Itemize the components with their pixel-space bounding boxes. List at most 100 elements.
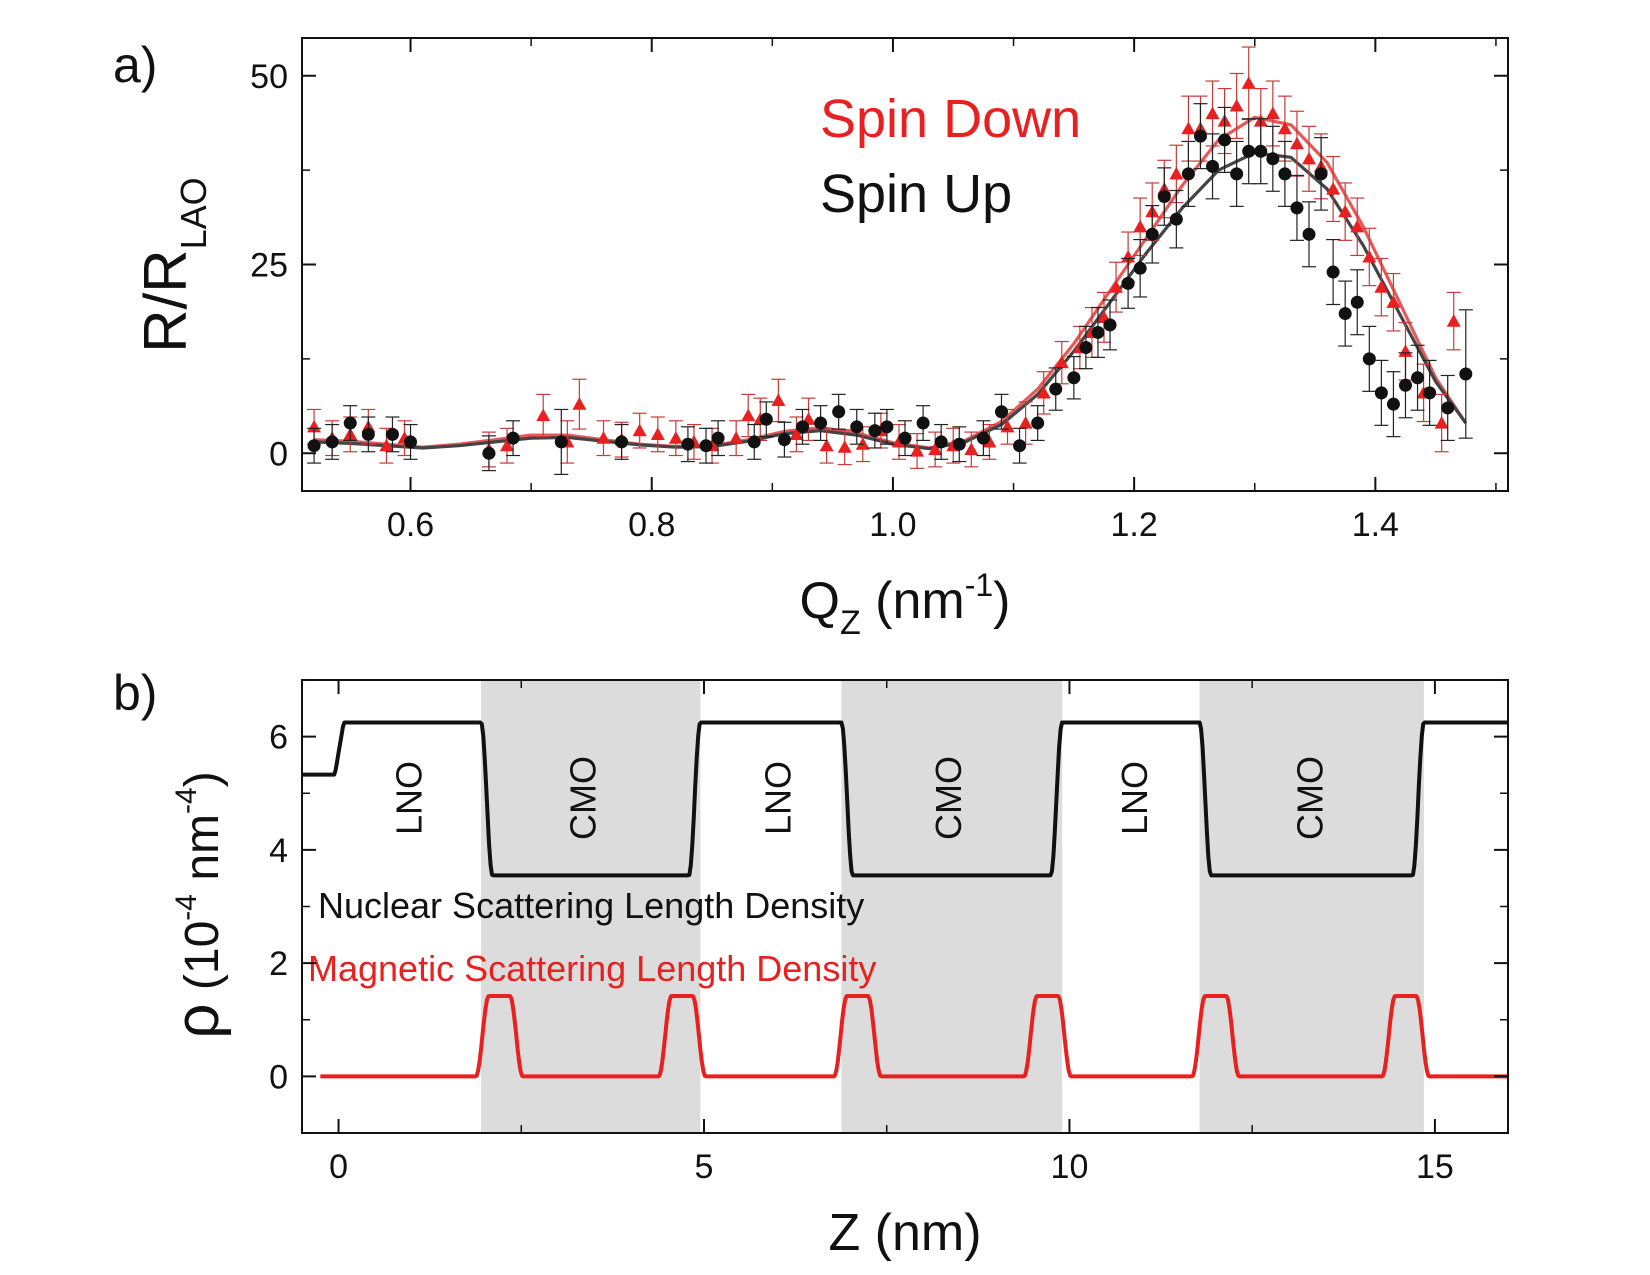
- data-point-spin-up: [1302, 227, 1316, 241]
- data-point-spin-up: [1079, 341, 1093, 355]
- panel-a-x-ticks: 0.6 0.8 1.0 1.2 1.4: [387, 38, 1497, 544]
- panel-a-x-axis-label: QZ (nm-1): [799, 567, 1010, 642]
- panel-b-x-axis-label: Z (nm): [828, 1204, 981, 1262]
- data-point-spin-down: [1338, 204, 1353, 218]
- legend-nuclear-sld: Nuclear Scattering Length Density: [318, 885, 864, 926]
- data-point-spin-up: [1157, 190, 1171, 204]
- data-point-spin-up: [1091, 325, 1105, 339]
- layer-label-lno: LNO: [758, 761, 799, 835]
- x-tick-label: 0.8: [628, 506, 675, 544]
- panel-a-x-label-q: Q: [799, 572, 839, 630]
- data-point-spin-up: [1242, 144, 1256, 158]
- data-point-spin-down: [741, 408, 756, 422]
- data-point-spin-down: [1054, 355, 1069, 369]
- data-point-spin-down: [1133, 219, 1148, 233]
- data-point-spin-up: [1350, 295, 1364, 309]
- magnetic-sld-line: [319, 994, 1508, 1079]
- data-point-spin-up: [777, 433, 791, 447]
- data-point-spin-down: [928, 442, 943, 456]
- data-point-spin-down: [1326, 182, 1341, 195]
- data-point-spin-down: [500, 438, 515, 452]
- y-tick-label: 50: [250, 58, 288, 96]
- panel-a-label: a): [113, 37, 157, 93]
- data-point-spin-down: [1277, 121, 1292, 135]
- x-tick-label: 1.2: [1111, 506, 1158, 544]
- data-point-spin-down: [1374, 280, 1389, 293]
- layer-label-cmo: CMO: [562, 756, 603, 840]
- panel-b-y-label-open: (10: [176, 921, 229, 1004]
- data-point-spin-down: [1362, 249, 1377, 263]
- legend-spin-down: Spin Down: [820, 89, 1081, 149]
- data-point-spin-down: [650, 427, 665, 440]
- data-point-spin-up: [615, 435, 629, 449]
- data-point-spin-up: [1145, 227, 1159, 241]
- panel-b: b) LNO CMO LNO CMO LNO CMO Nuclear Scattering…: [113, 665, 1509, 1262]
- data-point-spin-up: [868, 424, 882, 438]
- x-tick-label: 5: [695, 1148, 714, 1186]
- data-point-spin-down: [536, 408, 551, 422]
- panel-b-y-axis-label: ρ (10-4 nm-4): [163, 771, 232, 1038]
- data-point-spin-down: [891, 434, 906, 448]
- data-point-spin-down: [837, 440, 852, 453]
- data-point-spin-up: [1133, 261, 1147, 275]
- data-point-spin-down: [1229, 98, 1244, 112]
- panel-a-y-ticks: 0 25 50: [250, 58, 1508, 473]
- panel-b-layer-labels: LNO CMO LNO CMO LNO CMO: [388, 756, 1330, 840]
- panel-b-plot-area: [301, 720, 1509, 1079]
- data-point-spin-up: [1206, 159, 1220, 173]
- data-point-spin-up: [361, 427, 375, 441]
- panel-a-y-label-main: R/R: [132, 249, 199, 352]
- panel-a-plot-area: [307, 46, 1473, 475]
- data-point-spin-up: [1254, 144, 1268, 158]
- layer-label-lno: LNO: [388, 761, 429, 835]
- data-point-spin-up: [976, 431, 990, 445]
- data-point-spin-up: [1386, 397, 1400, 411]
- panel-a-x-label-unit: (nm: [861, 572, 965, 630]
- panel-b-y-label-rho: ρ: [163, 1003, 232, 1038]
- data-point-spin-up: [1121, 276, 1135, 290]
- y-tick-label: 2: [269, 945, 288, 983]
- data-point-spin-down: [1018, 416, 1033, 429]
- data-point-spin-up: [934, 435, 948, 449]
- panel-b-y-ticks: 0 2 4 6: [269, 679, 1508, 1134]
- panel-a-x-label-sub: Z: [840, 604, 861, 642]
- legend-magnetic-sld: Magnetic Scattering Length Density: [308, 948, 876, 989]
- y-tick-label: 25: [250, 247, 288, 285]
- data-point-spin-up: [898, 431, 912, 445]
- data-point-spin-up: [994, 405, 1008, 419]
- data-point-spin-up: [1362, 352, 1376, 366]
- data-point-spin-up: [1326, 265, 1340, 279]
- data-point-spin-up: [506, 431, 520, 445]
- data-point-spin-down: [1350, 219, 1365, 233]
- y-tick-label: 6: [269, 719, 288, 757]
- data-point-spin-up: [1314, 167, 1328, 181]
- data-point-spin-up: [916, 416, 930, 430]
- legend-spin-up: Spin Up: [820, 164, 1012, 224]
- panel-b-y-label-mid: nm: [176, 814, 229, 894]
- data-point-spin-down: [1398, 344, 1413, 357]
- layer-label-cmo: CMO: [1290, 756, 1331, 840]
- data-point-spin-up: [385, 427, 399, 441]
- data-point-spin-down: [572, 397, 587, 410]
- y-tick-label: 4: [269, 832, 288, 870]
- data-point-spin-up: [1169, 212, 1183, 226]
- data-point-spin-down: [1036, 385, 1051, 399]
- y-tick-label: 0: [269, 1058, 288, 1096]
- panel-b-y-label-close: ): [176, 771, 229, 787]
- data-point-spin-up: [832, 405, 846, 419]
- data-point-spin-down: [632, 423, 647, 437]
- x-tick-label: 1.0: [869, 506, 916, 544]
- layer-label-lno: LNO: [1114, 761, 1155, 835]
- panel-a-y-label-sub: LAO: [173, 177, 214, 249]
- data-point-spin-up: [1338, 307, 1352, 321]
- data-point-spin-up: [1278, 167, 1292, 181]
- data-point-spin-up: [325, 435, 339, 449]
- panel-a-x-label-sup: -1: [965, 567, 993, 603]
- data-point-spin-down: [1265, 106, 1280, 120]
- panel-a-x-label-close: ): [993, 572, 1010, 630]
- data-point-spin-up: [880, 420, 894, 434]
- panel-a-y-axis-label: R/RLAO: [132, 177, 214, 352]
- data-point-spin-up: [1423, 386, 1437, 400]
- data-point-spin-up: [1374, 386, 1388, 400]
- data-point-spin-up: [343, 416, 357, 430]
